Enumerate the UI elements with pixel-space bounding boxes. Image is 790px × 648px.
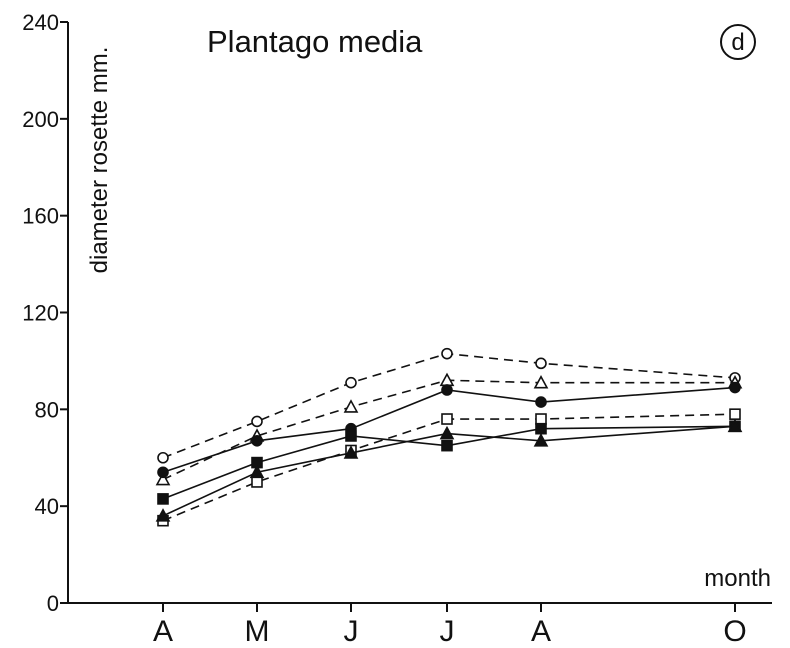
axes: 0 40 80 120 160 200 240 A M J J A O: [22, 10, 772, 648]
y-axis-title: diameter rosette mm.: [86, 47, 113, 274]
x-tick-label: A: [153, 615, 173, 648]
data-point: [535, 396, 547, 408]
x-tick-label: M: [245, 615, 270, 648]
data-point: [155, 508, 171, 522]
data-point: [727, 418, 743, 433]
data-point: [535, 357, 547, 370]
series-line: [162, 352, 736, 459]
series-line: [162, 379, 735, 481]
data-point: [441, 413, 453, 425]
data-point: [343, 399, 359, 413]
panel-label-circle: [720, 24, 756, 60]
data-point: [441, 347, 453, 360]
data-point: [157, 466, 169, 479]
data-point: [533, 433, 549, 447]
data-point: [729, 408, 741, 420]
y-tick-label: 240: [22, 10, 59, 35]
x-tick-label: O: [723, 615, 746, 648]
x-axis-title: month: [704, 565, 771, 592]
series-filled-circle: [157, 381, 741, 479]
data-point: [441, 439, 453, 452]
series-layer: [155, 347, 743, 527]
x-tick-label: J: [440, 615, 455, 648]
data-point: [345, 376, 357, 389]
data-point: [251, 435, 263, 447]
data-point: [157, 493, 169, 505]
y-tick-label: 0: [47, 591, 59, 616]
data-point: [343, 445, 359, 459]
data-point: [439, 425, 455, 440]
series-line: [162, 425, 736, 500]
y-tick-label: 40: [35, 494, 59, 519]
x-tick-label: A: [531, 615, 551, 648]
series-line: [162, 386, 736, 474]
data-point: [251, 476, 263, 488]
data-point: [155, 471, 171, 486]
y-tick-label: 160: [22, 204, 59, 229]
data-point: [251, 415, 263, 428]
data-point: [729, 381, 741, 394]
panel-label: d: [731, 29, 744, 56]
data-point: [249, 464, 265, 479]
series-line: [162, 425, 736, 517]
data-point: [157, 451, 169, 464]
data-point: [535, 413, 547, 425]
chart-title: Plantago media: [207, 24, 423, 59]
data-point: [535, 422, 547, 435]
data-point: [441, 384, 453, 396]
y-tick-label: 80: [35, 397, 59, 422]
series-filled-triangle: [155, 418, 743, 522]
data-point: [533, 375, 549, 389]
y-tick-label: 120: [22, 301, 59, 326]
y-tick-label: 200: [22, 107, 59, 132]
x-tick-label: J: [344, 615, 359, 648]
series-line: [162, 413, 736, 522]
data-point: [345, 430, 357, 442]
